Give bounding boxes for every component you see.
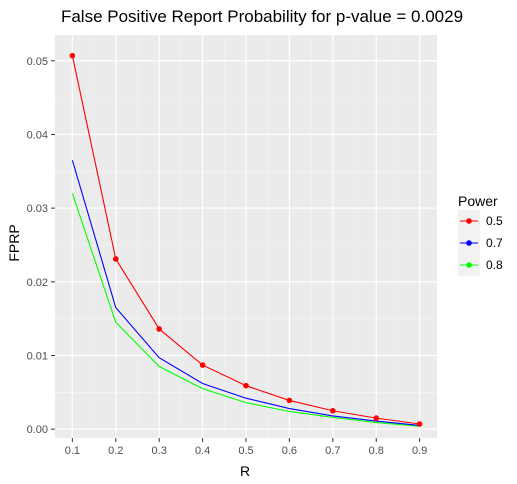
- series-point-0.5: [286, 397, 293, 404]
- x-tick-label: 0.4: [195, 445, 210, 457]
- x-tick-label: 0.5: [238, 445, 253, 457]
- series-point-0.5: [112, 256, 119, 262]
- x-tick-label: 0.2: [108, 445, 123, 457]
- legend-label-0.8: 0.8: [486, 258, 503, 272]
- series-line-0.7: [71, 160, 420, 427]
- chart-title: False Positive Report Probability for p-…: [61, 7, 463, 26]
- series-point-0.5: [199, 362, 206, 368]
- y-axis-title: FPRP: [6, 224, 22, 261]
- series-point-0.5: [416, 421, 423, 427]
- legend-key-point-0.5: [466, 218, 472, 224]
- series-point-0.5: [373, 415, 380, 421]
- series-point-0.5: [156, 326, 162, 332]
- y-tick-label: 0.02: [27, 277, 48, 289]
- x-tick-label: 0.8: [369, 445, 384, 457]
- legend-label-0.5: 0.5: [486, 214, 503, 228]
- x-tick-label: 0.3: [152, 445, 167, 457]
- major-grid: [55, 35, 437, 438]
- series-point-0.5: [69, 52, 76, 59]
- y-tick-label: 0.01: [27, 350, 48, 362]
- legend: Power 0.5 0.7 0.8: [458, 193, 503, 276]
- series-point-0.5: [330, 407, 336, 414]
- legend-label-0.7: 0.7: [486, 236, 503, 250]
- x-tick-label: 0.1: [65, 445, 80, 457]
- y-tick-label: 0.04: [27, 129, 48, 141]
- y-tick-label: 0.00: [27, 424, 48, 436]
- y-tick-label: 0.05: [27, 56, 48, 68]
- x-tick-label: 0.7: [325, 445, 340, 457]
- x-tick-label: 0.9: [412, 445, 427, 457]
- series-point-0.5: [243, 382, 249, 389]
- x-tick-label: 0.6: [282, 445, 297, 457]
- series-line-0.8: [71, 193, 420, 427]
- legend-key-point-0.7: [466, 240, 472, 246]
- series-layer: [69, 52, 423, 427]
- y-tick-label: 0.03: [27, 203, 48, 215]
- legend-key-point-0.8: [466, 262, 472, 268]
- y-axis: 0.00 0.01 0.02 0.03 0.04 0.05: [27, 56, 55, 436]
- x-axis: 0.1 0.2 0.3 0.4 0.5 0.6 0.7 0.8 0.9: [65, 438, 427, 457]
- x-axis-title: R: [240, 463, 250, 479]
- legend-title: Power: [458, 193, 498, 209]
